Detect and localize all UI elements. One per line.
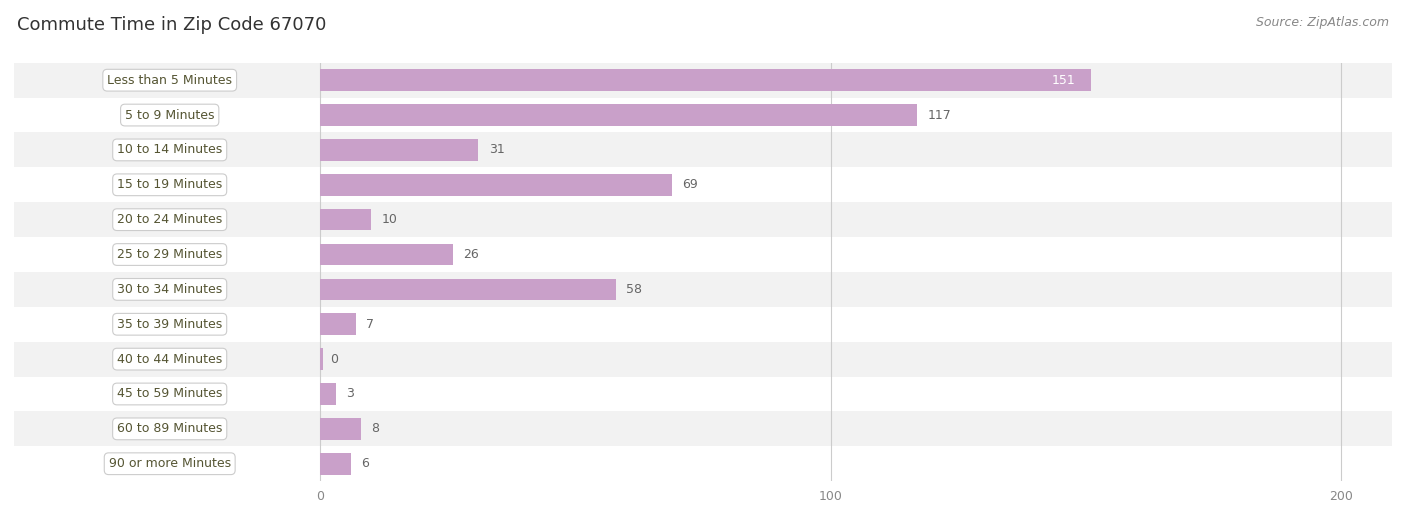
Text: Less than 5 Minutes: Less than 5 Minutes <box>107 74 232 87</box>
Bar <box>321 279 616 300</box>
Text: 10: 10 <box>381 213 398 226</box>
Bar <box>14 412 1392 446</box>
Bar <box>321 453 352 474</box>
Bar <box>321 70 1091 91</box>
Bar <box>321 348 323 370</box>
Text: 31: 31 <box>489 143 505 156</box>
Text: 58: 58 <box>627 283 643 296</box>
Text: 26: 26 <box>463 248 479 261</box>
Bar <box>14 132 1392 167</box>
Text: Source: ZipAtlas.com: Source: ZipAtlas.com <box>1256 16 1389 29</box>
Text: 10 to 14 Minutes: 10 to 14 Minutes <box>117 143 222 156</box>
Bar <box>14 237 1392 272</box>
Bar <box>321 209 371 231</box>
Bar <box>14 167 1392 202</box>
Text: 151: 151 <box>1052 74 1076 87</box>
Text: 8: 8 <box>371 423 380 435</box>
Text: 7: 7 <box>366 318 374 331</box>
Bar <box>14 307 1392 342</box>
Text: 0: 0 <box>330 353 339 366</box>
Text: 20 to 24 Minutes: 20 to 24 Minutes <box>117 213 222 226</box>
Text: 45 to 59 Minutes: 45 to 59 Minutes <box>117 388 222 401</box>
Bar <box>321 418 361 440</box>
Bar <box>321 139 478 161</box>
Text: 15 to 19 Minutes: 15 to 19 Minutes <box>117 178 222 191</box>
Text: 25 to 29 Minutes: 25 to 29 Minutes <box>117 248 222 261</box>
Bar <box>14 98 1392 132</box>
Text: 90 or more Minutes: 90 or more Minutes <box>108 457 231 470</box>
Bar <box>14 342 1392 377</box>
Text: 35 to 39 Minutes: 35 to 39 Minutes <box>117 318 222 331</box>
Text: Commute Time in Zip Code 67070: Commute Time in Zip Code 67070 <box>17 16 326 33</box>
Bar <box>321 174 672 196</box>
Text: 40 to 44 Minutes: 40 to 44 Minutes <box>117 353 222 366</box>
Text: 117: 117 <box>928 109 952 121</box>
Text: 30 to 34 Minutes: 30 to 34 Minutes <box>117 283 222 296</box>
Bar <box>321 104 917 126</box>
Bar <box>14 377 1392 412</box>
Bar <box>321 383 336 405</box>
Text: 69: 69 <box>682 178 699 191</box>
Text: 6: 6 <box>361 457 368 470</box>
Bar <box>14 446 1392 481</box>
Bar <box>14 63 1392 98</box>
Text: 3: 3 <box>346 388 354 401</box>
Bar <box>321 244 453 265</box>
Bar <box>14 202 1392 237</box>
Bar <box>321 313 356 335</box>
Bar <box>14 272 1392 307</box>
Text: 5 to 9 Minutes: 5 to 9 Minutes <box>125 109 215 121</box>
Text: 60 to 89 Minutes: 60 to 89 Minutes <box>117 423 222 435</box>
